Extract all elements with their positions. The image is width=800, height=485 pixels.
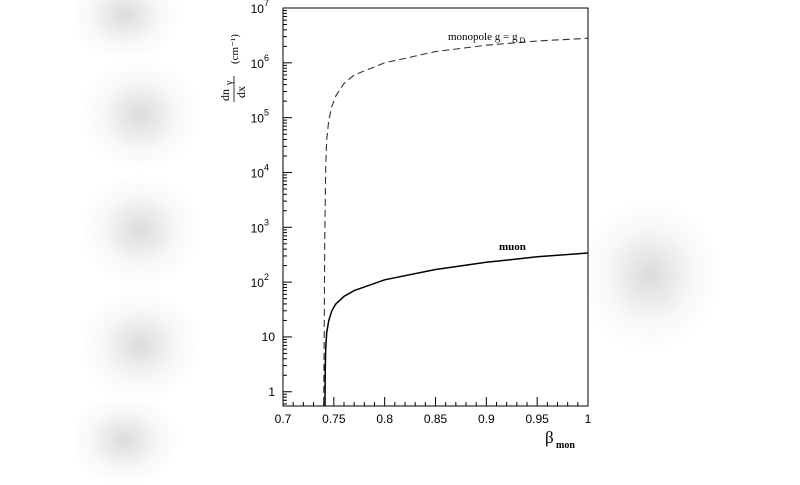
chart: 0.7 0.75 0.8 0.85 0.9 0.95 1 1 10 102 103 104 105 10…: [218, 0, 592, 450]
plot-frame: [282, 7, 589, 407]
x-axis-label: β mon: [545, 428, 575, 450]
background-blur-right: [580, 200, 720, 350]
x-tick-label: 0.9: [478, 412, 495, 426]
x-tick-label: 1: [585, 412, 592, 426]
x-tick-label: 0.95: [525, 412, 549, 426]
monopole-curve: [323, 37, 589, 404]
background-blur-left-2: [80, 60, 200, 170]
y-tick-label: 105: [251, 108, 269, 126]
y-tick-label: 104: [251, 162, 269, 180]
muon-series-label: muon: [499, 241, 526, 253]
background-blur-left-3: [80, 175, 200, 285]
muon-curve: [324, 252, 589, 407]
y-tick-label: 106: [251, 53, 269, 71]
y-tick-label: 103: [251, 217, 269, 235]
x-tick-label: 0.7: [275, 412, 292, 426]
svg-text:β: β: [545, 428, 554, 447]
svg-text:γ: γ: [224, 80, 235, 86]
background-blur-left-4: [80, 290, 200, 400]
x-tick-label: 0.85: [424, 412, 448, 426]
svg-text:dn: dn: [218, 89, 232, 101]
svg-text:dx: dx: [234, 86, 248, 98]
x-tick-label: 0.8: [376, 412, 393, 426]
x-axis-ticks: 0.7 0.75 0.8 0.85 0.9 0.95 1: [275, 397, 592, 426]
y-tick-label: 102: [251, 272, 269, 290]
y-tick-label: 1: [268, 385, 275, 399]
svg-text:mon: mon: [556, 440, 575, 450]
y-axis-ticks: 1 10 102 103 104 105 106 107: [251, 0, 292, 405]
x-tick-label: 0.75: [322, 412, 346, 426]
y-axis-label: dn γ dx (cm⁻¹): [218, 34, 248, 102]
y-tick-label: 107: [251, 0, 269, 16]
svg-text:(cm⁻¹): (cm⁻¹): [229, 34, 241, 64]
y-tick-label: 10: [262, 330, 276, 344]
